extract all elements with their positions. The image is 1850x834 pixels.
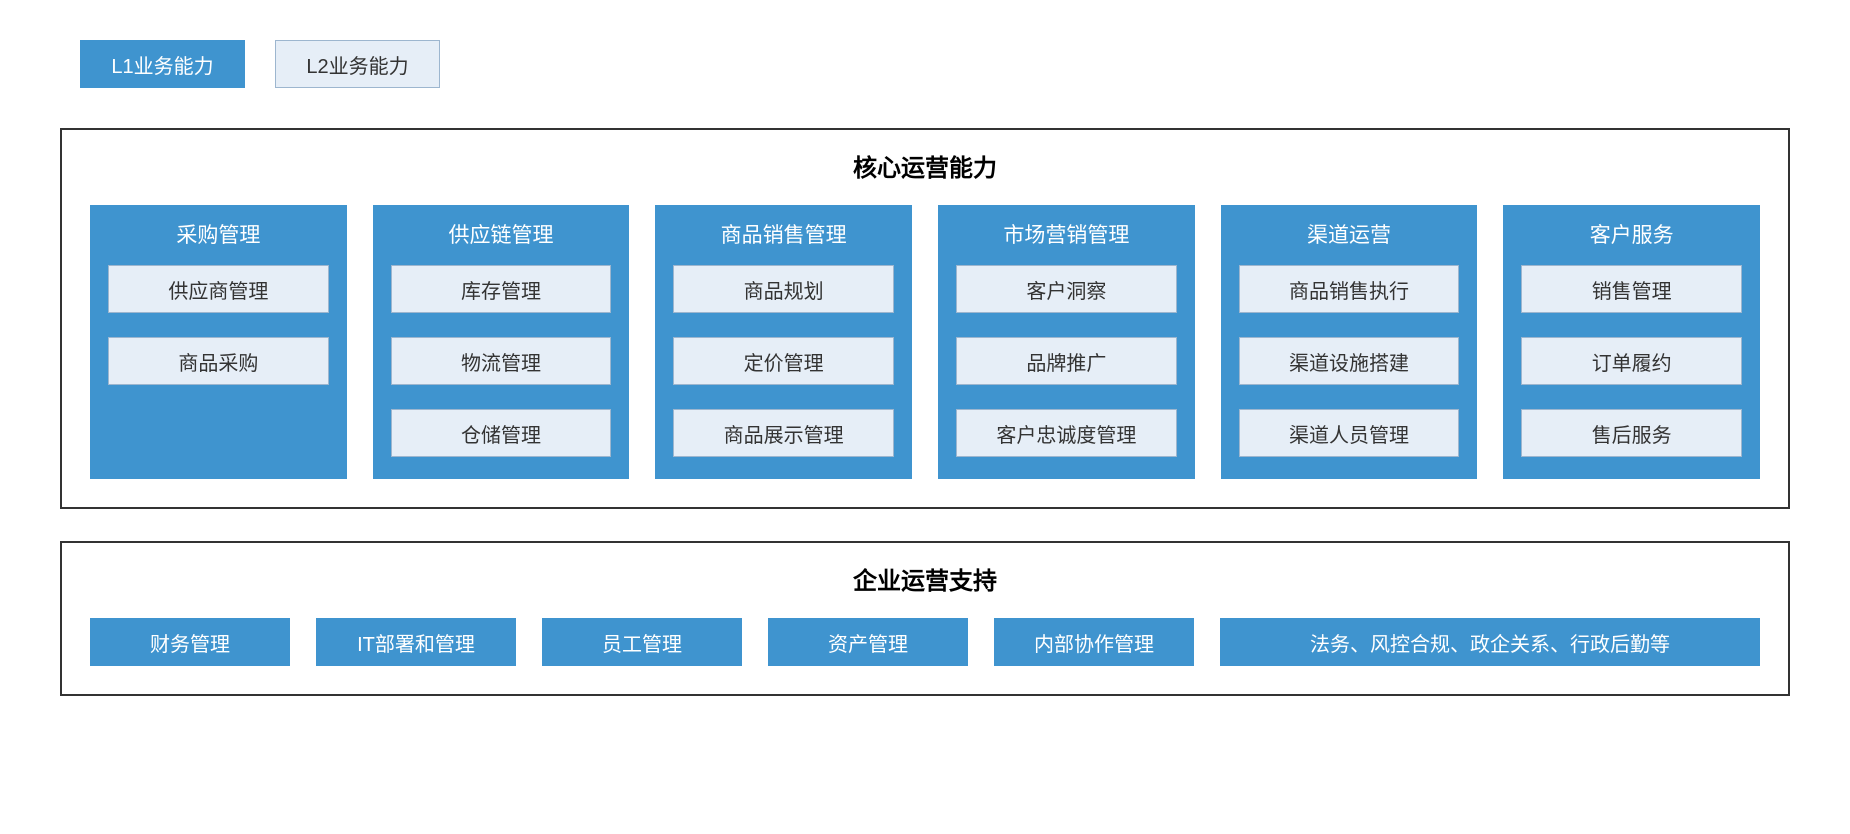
legend-l1-label: L1业务能力	[111, 50, 213, 79]
l2-item: 定价管理	[673, 337, 894, 385]
support-item: 财务管理	[90, 618, 290, 666]
support-item: IT部署和管理	[316, 618, 516, 666]
l1-column: 供应链管理库存管理物流管理仓储管理	[373, 205, 630, 479]
support-row: 财务管理 IT部署和管理员工管理资产管理内部协作管理法务、风控合规、政企关系、行政…	[90, 618, 1760, 666]
l2-item: 客户忠诚度管理	[956, 409, 1177, 457]
core-panel: 核心运营能力 采购管理供应商管理商品采购供应链管理库存管理物流管理仓储管理商品销…	[60, 128, 1790, 509]
l2-list: 库存管理物流管理仓储管理	[391, 265, 612, 457]
l2-item: 商品展示管理	[673, 409, 894, 457]
l2-item: 商品销售执行	[1239, 265, 1460, 313]
l2-list: 销售管理订单履约售后服务	[1521, 265, 1742, 457]
l1-column-title: 供应链管理	[391, 219, 612, 249]
l1-column-title: 客户服务	[1521, 219, 1742, 249]
l2-item: 仓储管理	[391, 409, 612, 457]
l2-item: 库存管理	[391, 265, 612, 313]
l2-list: 供应商管理商品采购	[108, 265, 329, 385]
l1-column-title: 渠道运营	[1239, 219, 1460, 249]
l1-column: 渠道运营商品销售执行渠道设施搭建渠道人员管理	[1221, 205, 1478, 479]
l1-column: 采购管理供应商管理商品采购	[90, 205, 347, 479]
l1-column: 商品销售管理商品规划定价管理商品展示管理	[655, 205, 912, 479]
l2-item: 供应商管理	[108, 265, 329, 313]
support-item: 资产管理	[768, 618, 968, 666]
support-item: 法务、风控合规、政企关系、行政后勤等	[1220, 618, 1760, 666]
l2-item: 客户洞察	[956, 265, 1177, 313]
support-panel: 企业运营支持 财务管理 IT部署和管理员工管理资产管理内部协作管理法务、风控合规、…	[60, 541, 1790, 696]
l2-list: 客户洞察品牌推广客户忠诚度管理	[956, 265, 1177, 457]
l2-item: 售后服务	[1521, 409, 1742, 457]
core-panel-title: 核心运营能力	[90, 148, 1760, 183]
core-columns-row: 采购管理供应商管理商品采购供应链管理库存管理物流管理仓储管理商品销售管理商品规划…	[90, 205, 1760, 479]
l1-column-title: 商品销售管理	[673, 219, 894, 249]
l2-item: 商品规划	[673, 265, 894, 313]
l1-column-title: 市场营销管理	[956, 219, 1177, 249]
support-item: 员工管理	[542, 618, 742, 666]
l2-list: 商品规划定价管理商品展示管理	[673, 265, 894, 457]
l1-column-title: 采购管理	[108, 219, 329, 249]
legend-l1-box: L1业务能力	[80, 40, 245, 88]
l2-item: 渠道人员管理	[1239, 409, 1460, 457]
l2-item: 品牌推广	[956, 337, 1177, 385]
l1-column: 市场营销管理客户洞察品牌推广客户忠诚度管理	[938, 205, 1195, 479]
support-item: 内部协作管理	[994, 618, 1194, 666]
legend-l2-label: L2业务能力	[306, 50, 408, 79]
l2-item: 渠道设施搭建	[1239, 337, 1460, 385]
support-panel-title: 企业运营支持	[90, 561, 1760, 596]
l2-item: 商品采购	[108, 337, 329, 385]
legend: L1业务能力 L2业务能力	[80, 40, 1790, 88]
l1-column: 客户服务销售管理订单履约售后服务	[1503, 205, 1760, 479]
l2-item: 订单履约	[1521, 337, 1742, 385]
l2-item: 销售管理	[1521, 265, 1742, 313]
l2-item: 物流管理	[391, 337, 612, 385]
l2-list: 商品销售执行渠道设施搭建渠道人员管理	[1239, 265, 1460, 457]
legend-l2-box: L2业务能力	[275, 40, 440, 88]
